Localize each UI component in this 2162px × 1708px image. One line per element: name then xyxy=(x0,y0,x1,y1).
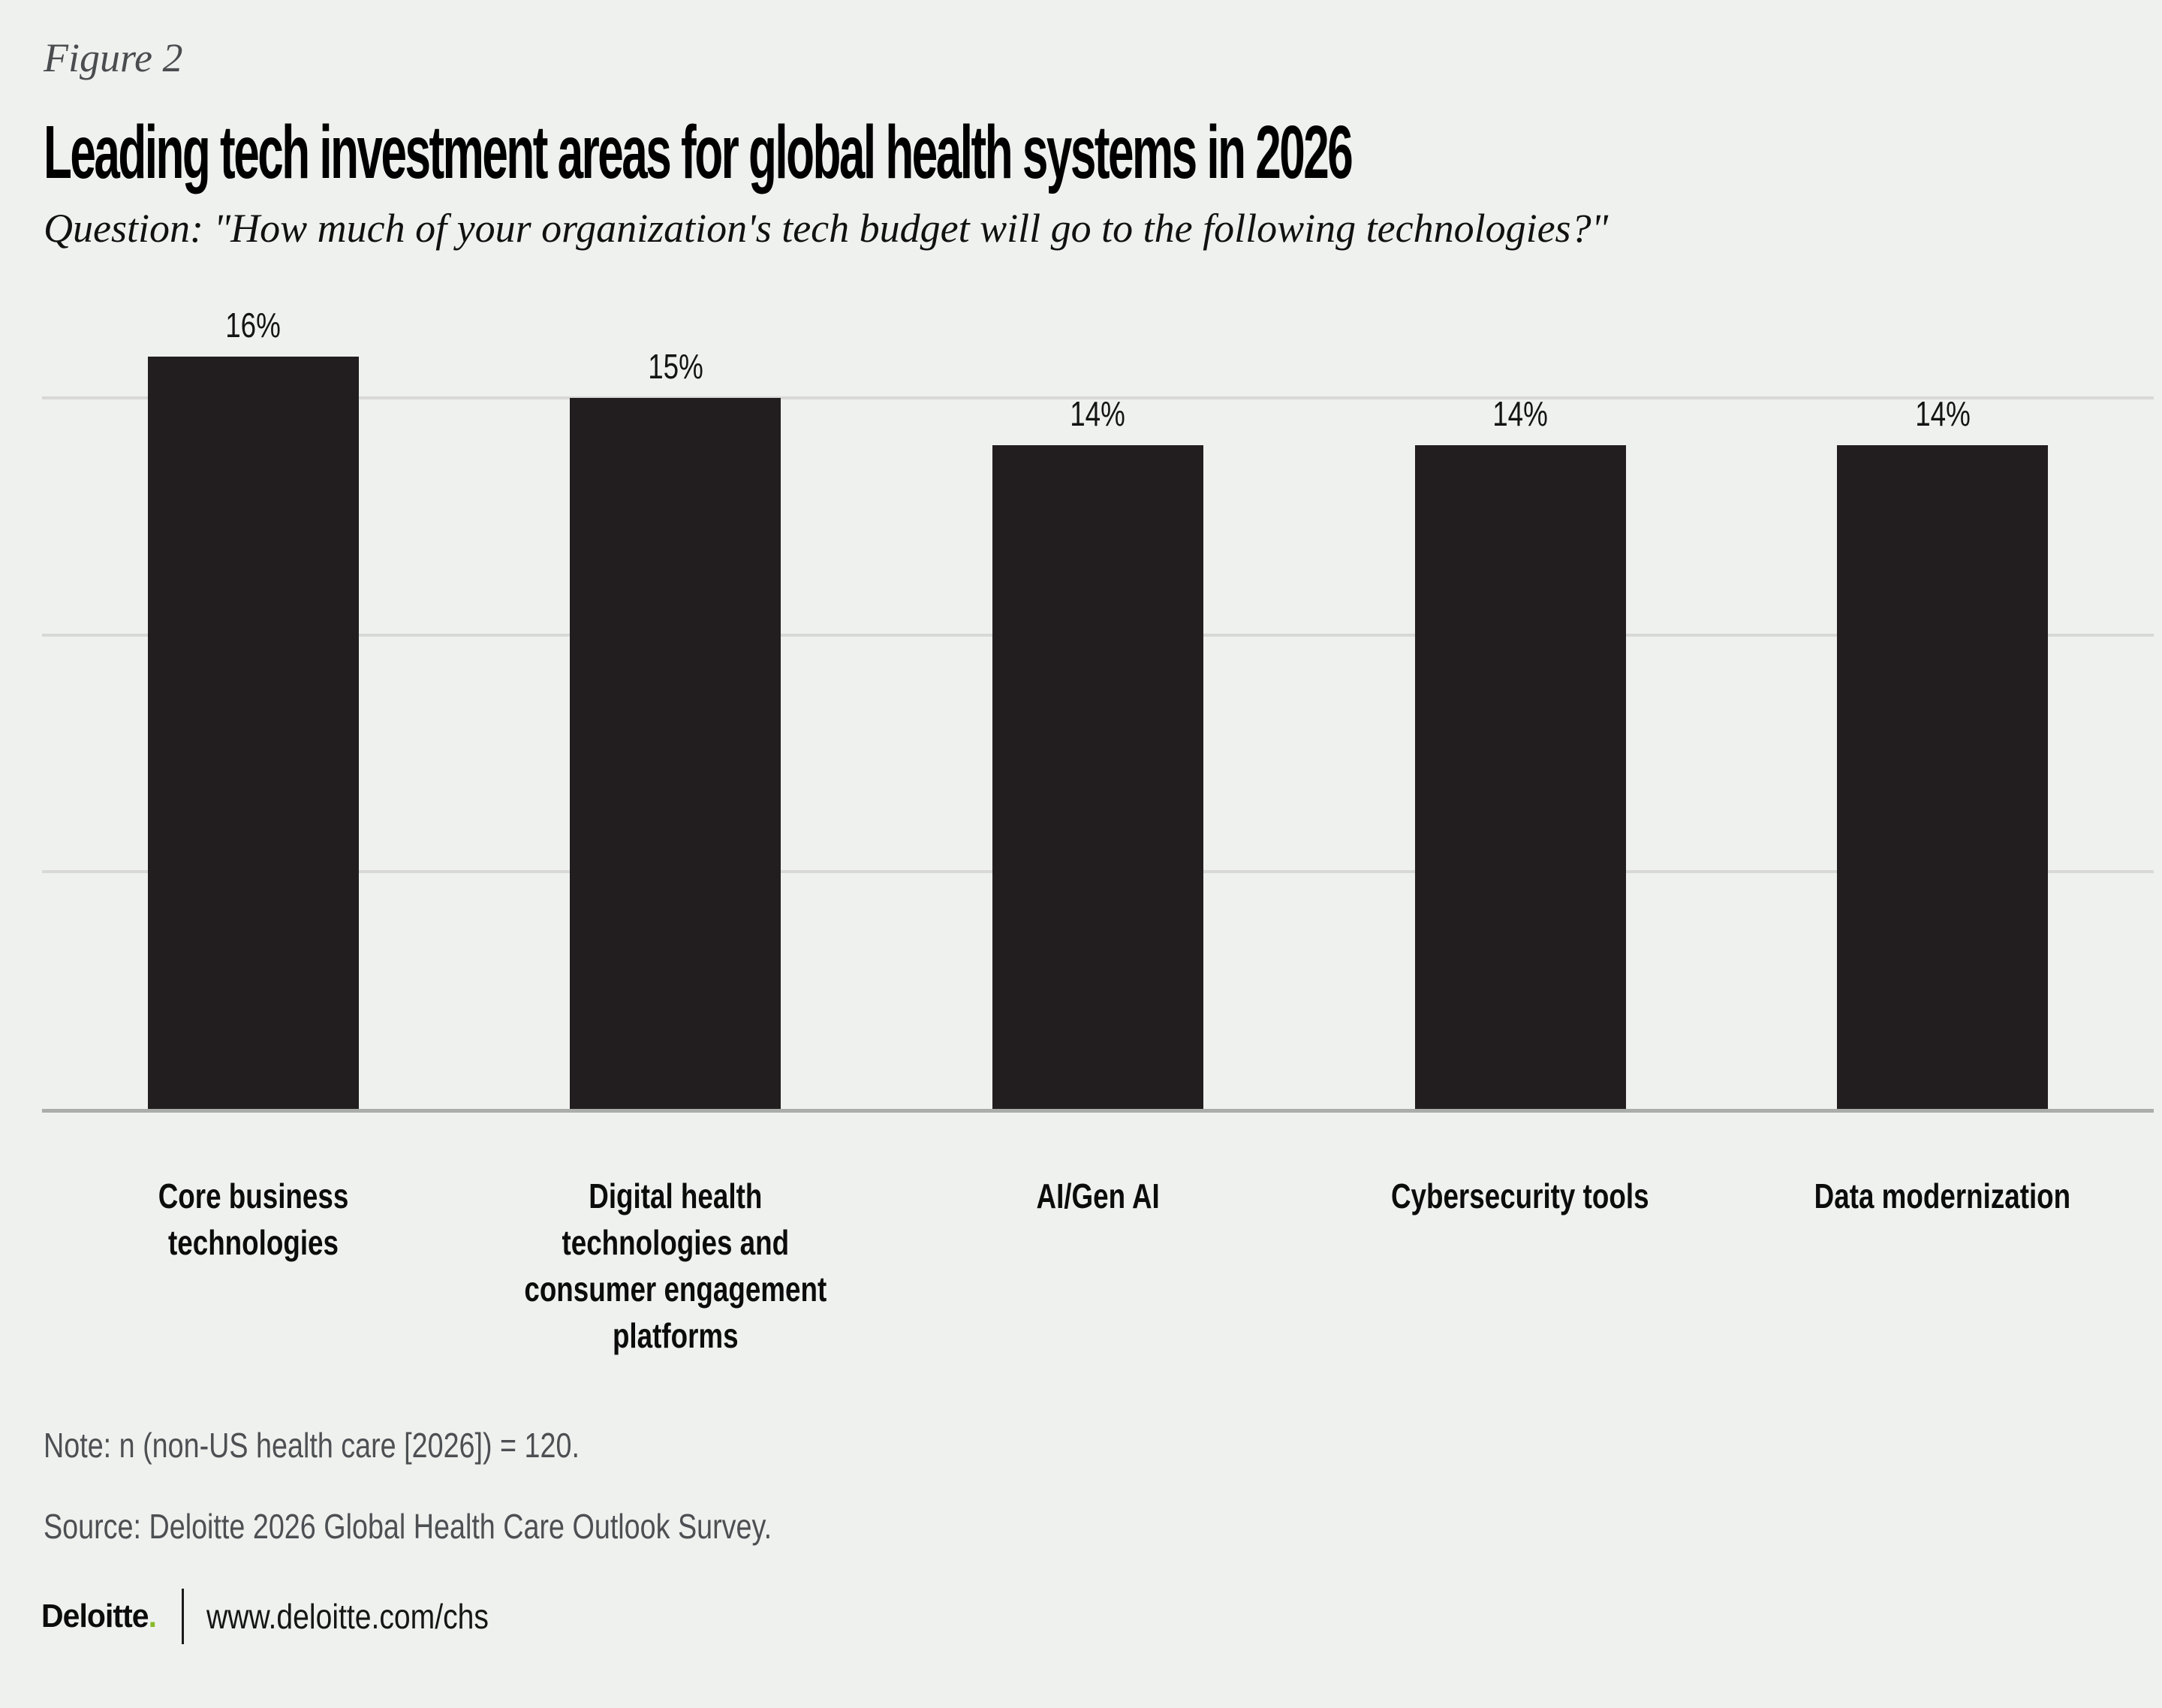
bar xyxy=(147,357,359,1109)
category-label-text: Digital health technologies and consumer e… xyxy=(524,1176,827,1355)
bar-column: 15% xyxy=(465,306,887,1109)
survey-question: Question: "How much of your organization… xyxy=(44,204,2162,253)
category-label: Digital health technologies and consumer e… xyxy=(465,1173,887,1359)
bar-value-label: 14% xyxy=(1070,394,1126,434)
bar xyxy=(1837,445,2049,1109)
category-label-text: Cybersecurity tools xyxy=(1391,1176,1649,1215)
bar-column: 14% xyxy=(1309,306,1732,1109)
footer-divider xyxy=(181,1589,184,1644)
survey-question-text: Question: "How much of your organization… xyxy=(44,206,1609,251)
footer: Deloitte. www.deloitte.com/chs xyxy=(41,1589,2162,1644)
bar-value-label: 14% xyxy=(1492,394,1548,434)
deloitte-wordmark: Deloitte xyxy=(41,1598,149,1634)
bar-column: 16% xyxy=(42,306,465,1109)
footer-url: www.deloitte.com/chs xyxy=(206,1597,489,1636)
category-label-text: AI/Gen AI xyxy=(1036,1176,1160,1215)
chart-title: Leading tech investment areas for global… xyxy=(44,113,2162,192)
x-axis-baseline xyxy=(42,1109,2154,1113)
figure-label-text: Figure 2 xyxy=(44,35,183,80)
source-text-inner: Source: Deloitte 2026 Global Health Care… xyxy=(44,1507,772,1546)
category-labels-row: Core business technologies Digital health t… xyxy=(42,1173,2154,1359)
bar xyxy=(992,445,1203,1109)
category-label: AI/Gen AI xyxy=(887,1173,1309,1359)
bar xyxy=(1414,445,1626,1109)
category-label-text: Data modernization xyxy=(1814,1176,2071,1215)
bar-value-label: 14% xyxy=(1914,394,1971,434)
figure-label: Figure 2 xyxy=(44,35,2162,81)
gridline-15pct xyxy=(42,396,2154,400)
category-label: Cybersecurity tools xyxy=(1309,1173,1732,1359)
deloitte-green-dot: . xyxy=(148,1598,157,1634)
deloitte-logo: Deloitte. xyxy=(41,1598,157,1635)
bar-value-label: 16% xyxy=(225,306,282,345)
category-label: Core business technologies xyxy=(42,1173,465,1359)
category-label-text: Core business technologies xyxy=(158,1176,349,1262)
note-text: Note: n (non-US health care [2026]) = 12… xyxy=(44,1425,2162,1466)
bar-column: 14% xyxy=(1731,306,2154,1109)
plot-area: 16% 15% 14% 14% 14% xyxy=(42,306,2154,1109)
bar-chart: 16% 15% 14% 14% 14% Core business technologie… xyxy=(42,306,2154,1359)
bar xyxy=(570,398,781,1109)
bar-value-label: 15% xyxy=(648,347,703,387)
bars-row: 16% 15% 14% 14% 14% xyxy=(42,306,2154,1109)
note-text-inner: Note: n (non-US health care [2026]) = 12… xyxy=(44,1426,580,1465)
chart-title-text: Leading tech investment areas for global… xyxy=(44,110,1354,194)
bar-column: 14% xyxy=(887,306,1309,1109)
source-text: Source: Deloitte 2026 Global Health Care… xyxy=(44,1506,2162,1547)
category-label: Data modernization xyxy=(1731,1173,2154,1359)
